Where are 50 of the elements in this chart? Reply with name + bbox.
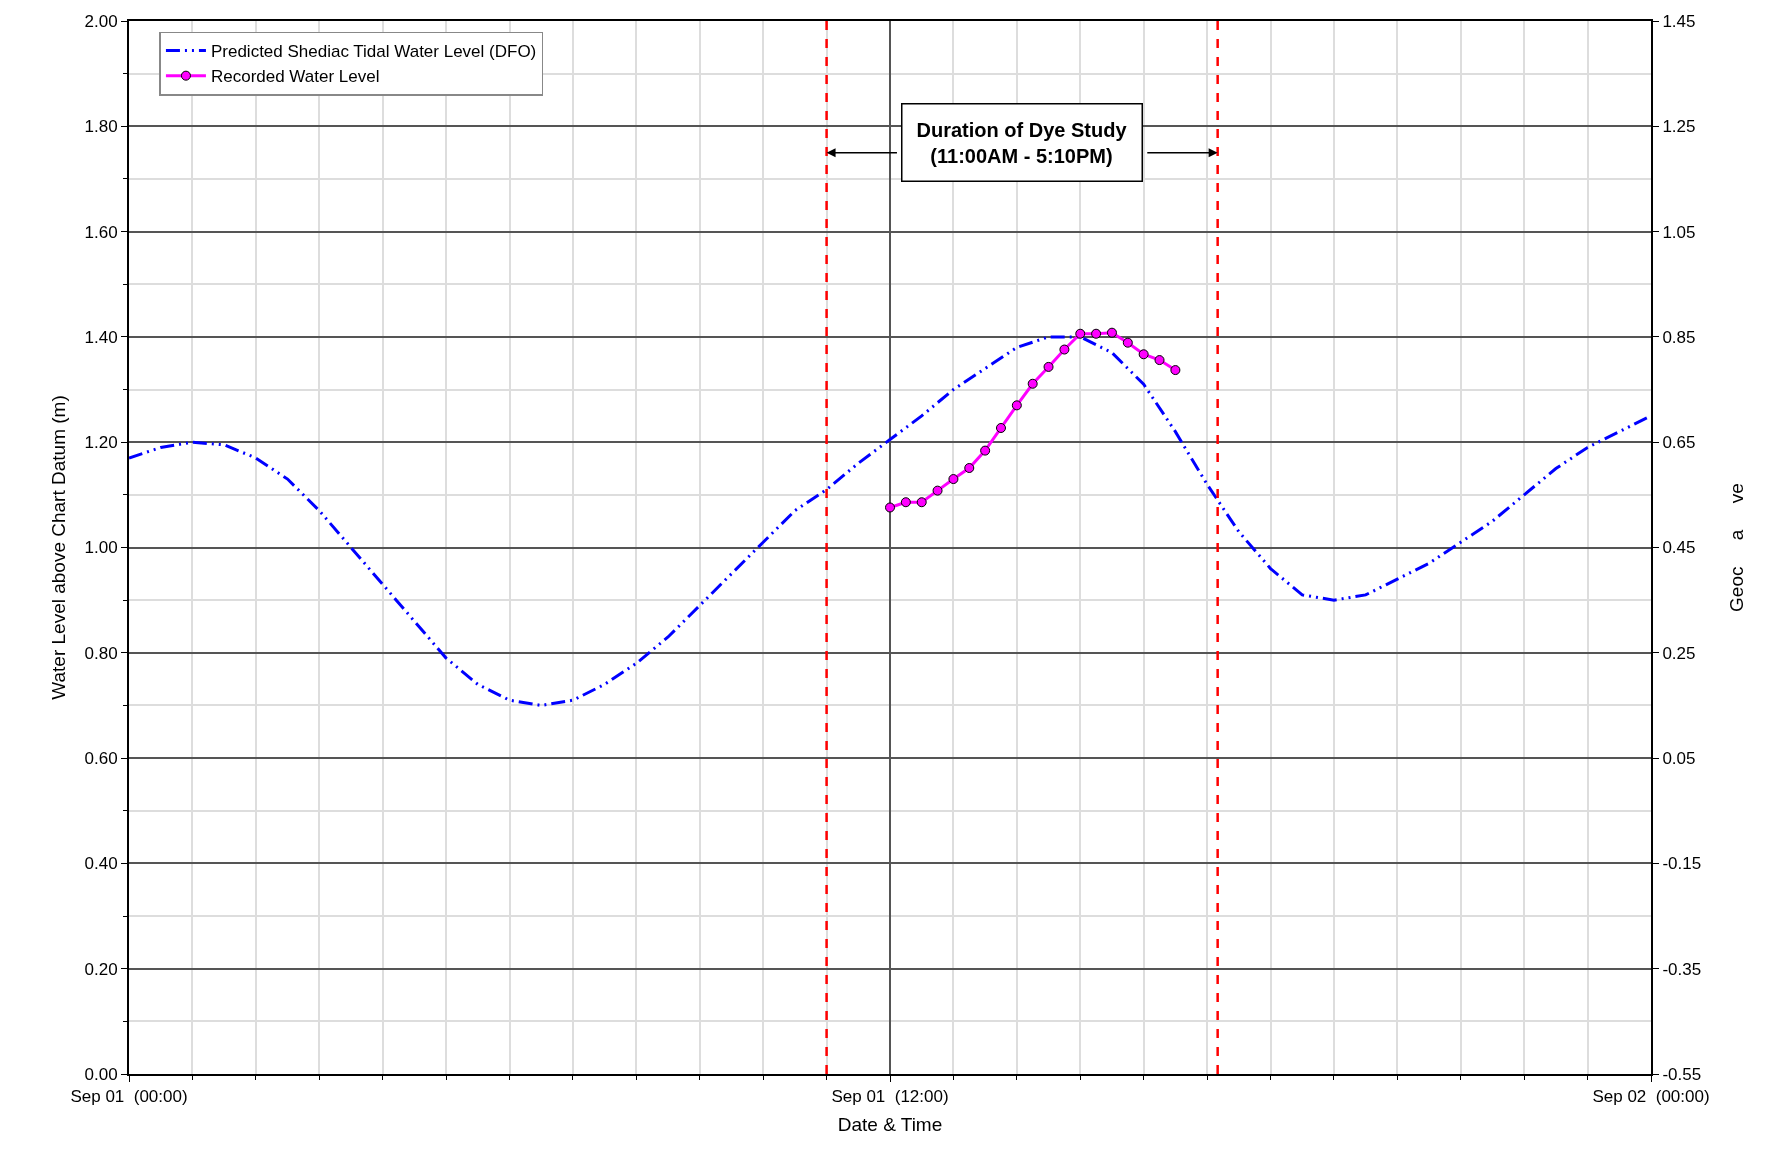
point	[1106, 327, 1117, 338]
point	[885, 502, 895, 513]
x-tick-label: Sep 01 (12:00)	[831, 1087, 949, 1107]
point	[916, 497, 927, 508]
y-tick-label: 1.80	[84, 117, 118, 137]
y-tick-label: 0.00	[84, 1064, 118, 1084]
y-tick-label: 0.20	[84, 959, 118, 979]
annotation: Duration of Dye Study (11:00AM - 5:10PM)	[916, 118, 1128, 167]
y-tick-label: 1.00	[84, 538, 118, 558]
point	[1091, 328, 1102, 339]
point	[1011, 400, 1022, 411]
point	[1059, 344, 1070, 355]
point	[964, 463, 975, 473]
point	[980, 445, 991, 456]
y-tick-label: 0.40	[84, 854, 118, 874]
point	[1075, 328, 1086, 339]
legend-label: Recorded Water Level	[210, 67, 380, 87]
point	[1027, 378, 1038, 389]
point	[932, 485, 943, 496]
point	[1170, 365, 1181, 376]
point	[995, 422, 1006, 433]
x-axis-title: Date & Time	[837, 1113, 943, 1135]
point	[1043, 361, 1054, 372]
point	[1138, 349, 1149, 360]
y-tick-label: 1.60	[84, 222, 118, 242]
y2-tick-label: 1.05	[1662, 222, 1696, 242]
y2-axis-title: Geoc a ve	[1726, 483, 1748, 612]
y2-tick-label: 1.45	[1662, 11, 1696, 31]
y2-tick-label: 0.25	[1662, 643, 1696, 663]
point	[1122, 337, 1133, 348]
y2-tick-label: 0.85	[1662, 327, 1696, 347]
point	[948, 474, 959, 485]
y2-tick-label: -0.35	[1662, 959, 1702, 979]
y2-tick-label: 0.45	[1662, 538, 1696, 558]
x-tick-label: Sep 01 (00:00)	[70, 1087, 188, 1107]
y-tick-label: 0.60	[84, 749, 118, 769]
y-tick-label: 0.80	[84, 643, 118, 663]
x-tick-label: Sep 02 (00:00)	[1592, 1087, 1710, 1107]
point	[1154, 355, 1165, 366]
y2-tick-label: 0.65	[1662, 433, 1696, 453]
legend-label: Predicted Shediac Tidal Water Level (DFO)	[210, 42, 537, 62]
y2-tick-label: -0.55	[1662, 1064, 1702, 1084]
y-tick-label: 1.40	[84, 327, 118, 347]
point	[900, 497, 911, 508]
y2-tick-label: 0.05	[1662, 749, 1696, 769]
y2-tick-label: 1.25	[1662, 117, 1696, 137]
y-tick-label: 1.20	[84, 433, 118, 453]
y2-tick-label: -0.15	[1662, 854, 1702, 874]
y-axis-title: Water Level above Chart Datum (m)	[47, 395, 69, 700]
y-tick-label: 2.00	[84, 11, 118, 31]
